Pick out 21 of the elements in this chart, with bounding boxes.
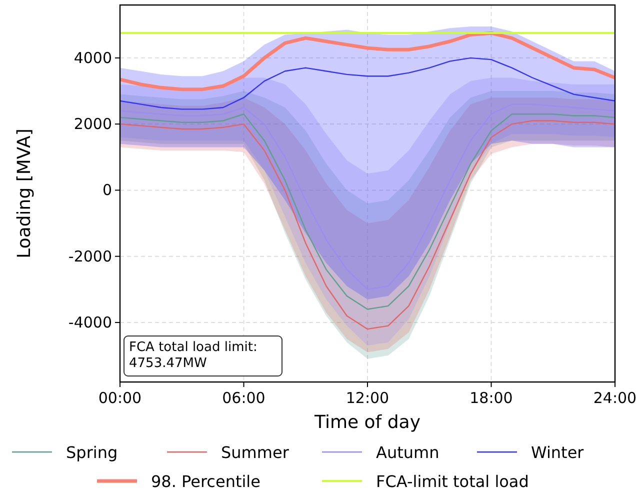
legend-label: 98. Percentile — [151, 472, 260, 491]
x-tick-label: 18:00 — [470, 389, 513, 407]
legend-label: Summer — [221, 443, 290, 462]
x-axis-title: Time of day — [314, 412, 421, 433]
x-tick-label: 24:00 — [593, 389, 637, 407]
line-series — [120, 31, 615, 92]
x-tick-label: 06:00 — [222, 389, 266, 407]
y-tick-label: 2000 — [74, 115, 112, 134]
y-tick-label: 0 — [102, 181, 112, 200]
x-tick-label: 00:00 — [98, 389, 142, 407]
y-tick-label: -4000 — [68, 313, 112, 332]
line-series — [120, 57, 615, 110]
y-axis-title: Loading [MVA] — [14, 128, 35, 258]
legend-label: Winter — [531, 443, 584, 462]
legend-label: Autumn — [376, 443, 440, 462]
y-tick-label: -2000 — [68, 247, 112, 266]
legend-label: FCA-limit total load — [376, 472, 529, 491]
legend-label: Spring — [66, 443, 118, 462]
x-tick-label: 12:00 — [346, 389, 390, 407]
y-tick-label: 4000 — [74, 48, 112, 67]
annotation: FCA total load limit: 4753.47MW — [129, 340, 258, 371]
